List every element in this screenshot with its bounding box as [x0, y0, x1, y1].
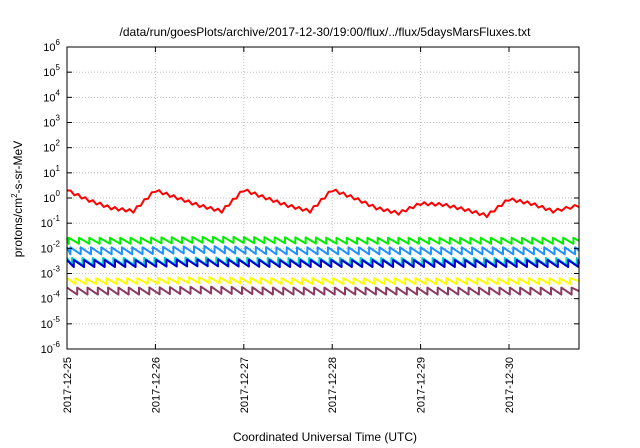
x-axis-label: Coordinated Universal Time (UTC) — [233, 430, 417, 444]
y-tick-exponent: 3 — [56, 114, 61, 123]
series-line — [66, 235, 580, 245]
y-axis-label: protons/cm2-s-sr-MeV — [10, 141, 25, 257]
y-tick-base: 10 — [41, 294, 53, 306]
y-tick-base: 10 — [41, 269, 53, 281]
series-line — [66, 276, 580, 286]
x-tick-label: 2017-12-27 — [239, 357, 251, 413]
y-tick-label: 101 — [43, 164, 60, 180]
y-tick-label: 10-4 — [41, 290, 61, 306]
y-tick-label: 10-1 — [41, 214, 61, 230]
y-tick-base: 10 — [43, 193, 55, 205]
y-tick-exponent: -2 — [53, 239, 61, 248]
y-tick-base: 10 — [41, 243, 53, 255]
x-tick-label: 2017-12-30 — [504, 357, 516, 413]
y-tick-exponent: -3 — [53, 265, 61, 274]
y-tick-exponent: 4 — [56, 88, 61, 97]
series-line — [66, 188, 580, 219]
grid — [67, 47, 579, 349]
y-tick-label: 10-2 — [41, 239, 61, 255]
x-tick-label: 2017-12-28 — [327, 357, 339, 413]
series-line — [66, 258, 580, 268]
y-tick-base: 10 — [43, 143, 55, 155]
series-line — [66, 285, 580, 296]
series-group — [66, 188, 580, 296]
chart-title: /data/run/goesPlots/archive/2017-12-30/1… — [120, 25, 532, 39]
y-tick-base: 10 — [43, 118, 55, 130]
y-tick-label: 105 — [43, 63, 60, 79]
y-tick-exponent: 6 — [56, 38, 61, 47]
y-tick-label: 106 — [43, 38, 60, 54]
x-axis: 2017-12-25 2017-12-26 2017-12-27 2017-12-28… — [62, 47, 516, 413]
y-tick-exponent: -1 — [53, 214, 61, 223]
y-tick-base: 10 — [43, 168, 55, 180]
y-tick-exponent: -4 — [53, 290, 61, 299]
y-axis-label-base: protons/cm — [11, 198, 25, 257]
series-line — [66, 245, 580, 256]
y-tick-label: 100 — [43, 189, 60, 205]
y-tick-label: 104 — [43, 88, 60, 104]
y-tick-base: 10 — [41, 344, 53, 356]
y-tick-exponent: -5 — [53, 315, 61, 324]
y-tick-base: 10 — [43, 92, 55, 104]
y-axis-label-rest: -s-sr-MeV — [11, 141, 25, 194]
y-tick-base: 10 — [41, 319, 53, 331]
y-tick-label: 103 — [43, 114, 60, 130]
y-axis-label-sup: 2 — [10, 193, 19, 198]
y-axis: 10-610-510-410-310-210-11001011021031041… — [41, 38, 579, 356]
y-tick-label: 10-6 — [41, 340, 61, 356]
y-tick-exponent: 1 — [56, 164, 61, 173]
y-tick-exponent: 5 — [56, 63, 61, 72]
x-tick-label: 2017-12-25 — [62, 357, 74, 413]
y-tick-label: 10-3 — [41, 265, 61, 281]
y-tick-base: 10 — [43, 67, 55, 79]
y-tick-label: 10-5 — [41, 315, 61, 331]
y-tick-exponent: 2 — [56, 139, 61, 148]
x-tick-label: 2017-12-29 — [416, 357, 428, 413]
y-tick-exponent: 0 — [56, 189, 61, 198]
y-tick-label: 102 — [43, 139, 60, 155]
y-tick-base: 10 — [43, 42, 55, 54]
y-tick-exponent: -6 — [53, 340, 61, 349]
y-tick-base: 10 — [41, 218, 53, 230]
x-tick-label: 2017-12-26 — [150, 357, 162, 413]
